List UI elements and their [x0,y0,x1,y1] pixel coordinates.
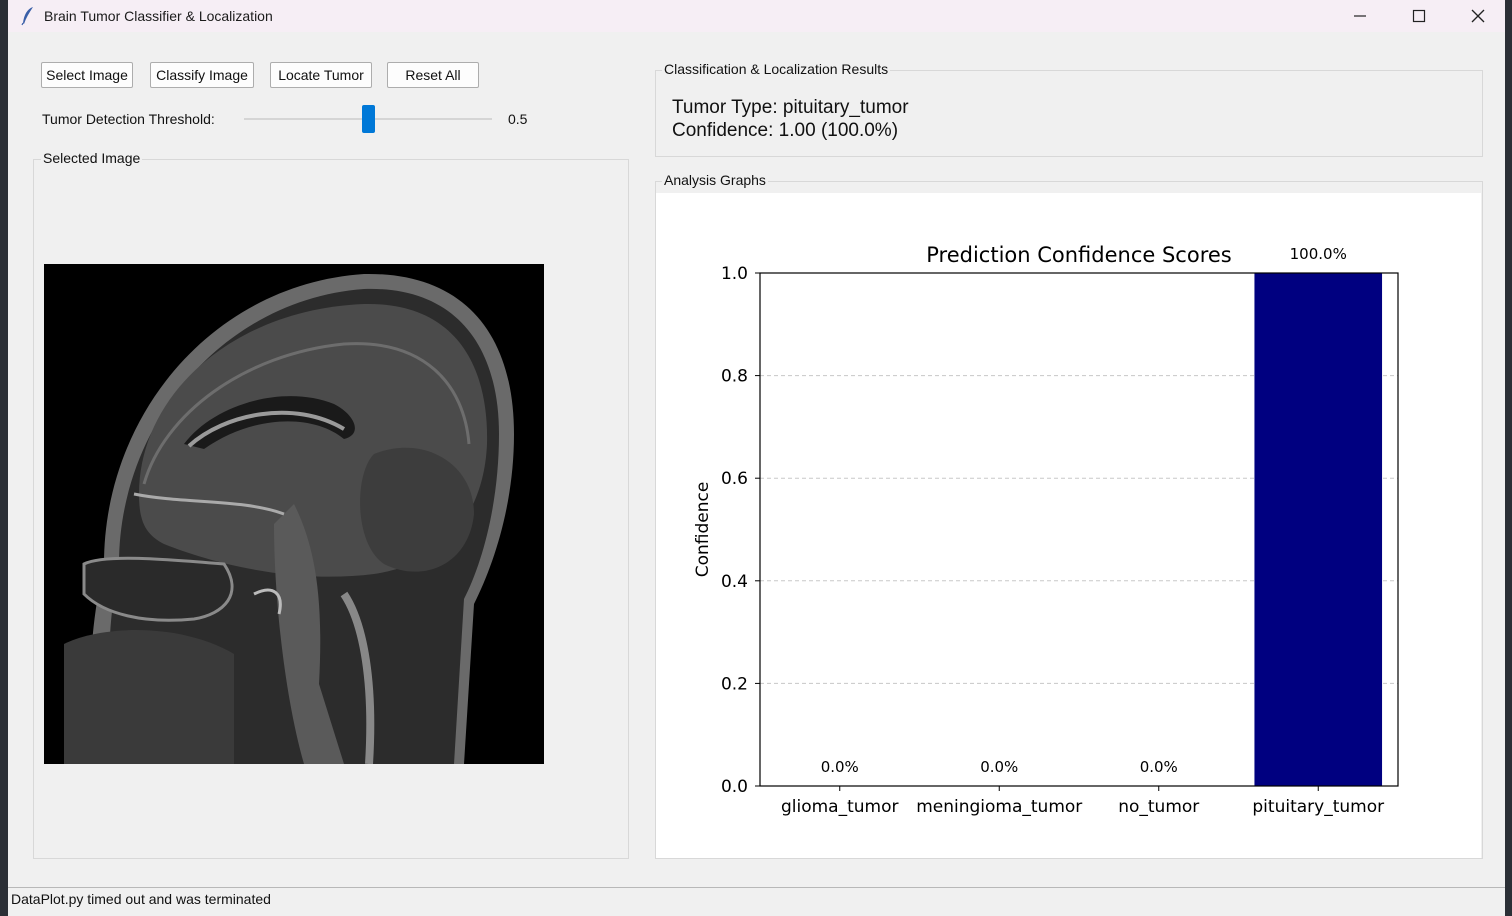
y-tick-label: 0.0 [721,777,748,797]
close-button[interactable] [1455,0,1501,32]
minimize-icon [1354,15,1366,17]
chart-canvas: 0.0% glioma_tumor 0.0% meningioma_tumor 0.0%… [656,193,1481,858]
graphs-group-label: Analysis Graphs [662,172,768,188]
threshold-label: Tumor Detection Threshold: [42,111,215,127]
threshold-slider-thumb[interactable] [361,105,375,133]
confidence-text: Confidence: 1.00 (100.0%) [672,120,899,141]
results-group-label: Classification & Localization Results [662,61,891,77]
locate-tumor-button[interactable]: Locate Tumor [270,62,372,88]
y-tick-label: 0.6 [721,469,748,489]
reset-all-button[interactable]: Reset All [387,62,479,88]
tumor-type-text: Tumor Type: pituitary_tumor [672,97,909,118]
y-tick-label: 1.0 [721,264,748,284]
confidence-bar-chart: 0.0% glioma_tumor 0.0% meningioma_tumor 0.0%… [693,243,1399,817]
title-bar[interactable]: Brain Tumor Classifier & Localization [8,0,1505,32]
data-label: 0.0% [1140,758,1178,776]
threshold-value: 0.5 [508,111,528,127]
data-label: 0.0% [821,758,859,776]
select-image-button[interactable]: Select Image [41,62,133,88]
selected-image-label: Selected Image [41,150,143,166]
data-label: 0.0% [980,758,1018,776]
selected-image-group [33,159,629,859]
chart-title: Prediction Confidence Scores [926,243,1232,267]
minimize-button[interactable] [1337,0,1383,32]
window-title: Brain Tumor Classifier & Localization [44,8,273,24]
y-tick-label: 0.2 [721,674,748,694]
x-tick-label: glioma_tumor [781,797,899,817]
classify-image-button[interactable]: Classify Image [150,62,254,88]
maximize-button[interactable] [1396,0,1442,32]
close-icon [1471,9,1485,23]
bar-pituitary_tumor [1254,273,1383,786]
brain-mri-image [44,264,544,764]
y-tick-label: 0.8 [721,367,748,387]
y-axis-label: Confidence [693,482,713,578]
app-window: Brain Tumor Classifier & Localization Se… [8,0,1505,916]
results-group [655,70,1483,157]
x-tick-label: no_tumor [1118,797,1199,817]
data-label: 100.0% [1290,245,1347,263]
y-tick-label: 0.4 [721,572,748,592]
feather-icon [21,7,33,26]
plot-frame [759,272,1399,787]
x-tick-label: pituitary_tumor [1252,797,1384,817]
maximize-icon [1412,9,1426,23]
status-bar: DataPlot.py timed out and was terminated [8,887,1505,916]
graphs-group [655,181,1483,859]
x-tick-label: meningioma_tumor [916,797,1082,817]
status-text: DataPlot.py timed out and was terminated [11,891,271,907]
